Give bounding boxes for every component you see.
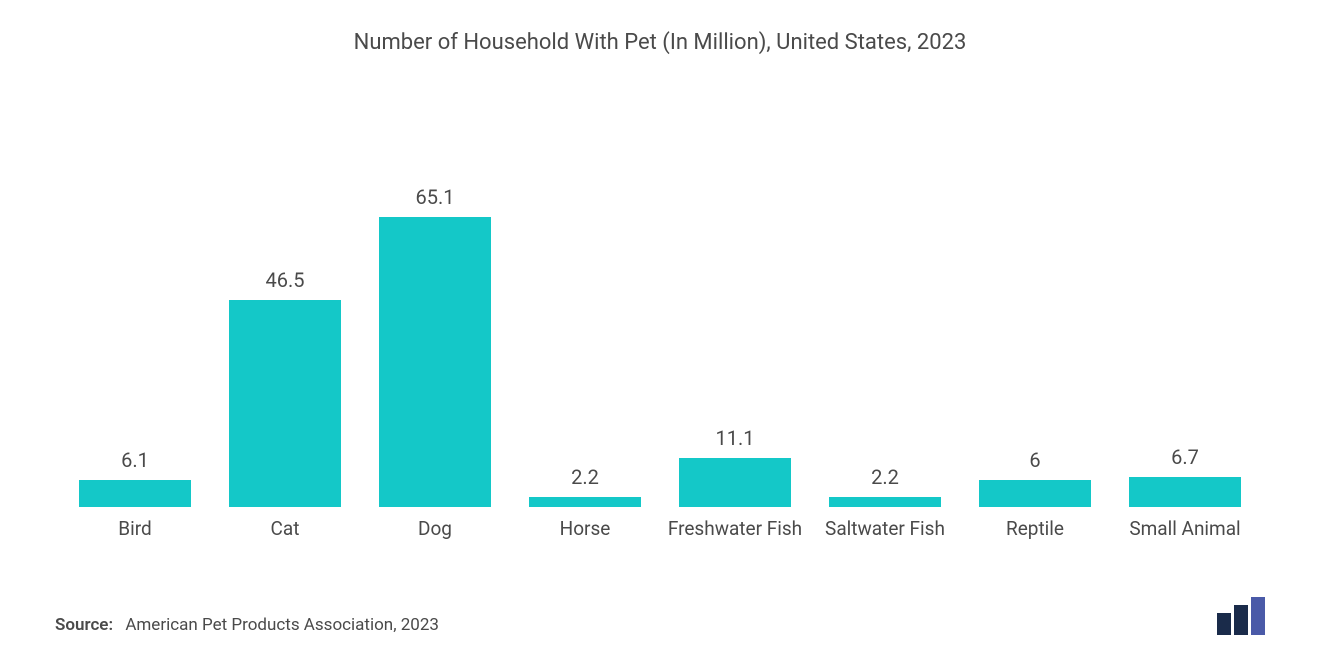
bar-value-label: 6.1 <box>121 448 149 472</box>
footer: Source: American Pet Products Associatio… <box>50 597 1270 645</box>
bar-category-label: Reptile <box>965 517 1105 542</box>
bar-category-label: Small Animal <box>1115 517 1255 542</box>
bar-category-label: Horse <box>515 517 655 542</box>
bar-value-label: 46.5 <box>266 268 305 292</box>
bar <box>829 497 941 507</box>
bar-group: 6Reptile <box>960 105 1110 507</box>
bar-value-label: 65.1 <box>416 185 455 209</box>
chart-container: Number of Household With Pet (In Million… <box>0 0 1320 665</box>
bar-value-label: 2.2 <box>571 465 599 489</box>
bar <box>679 458 791 507</box>
source-text: American Pet Products Association, 2023 <box>125 615 439 635</box>
bar-group: 2.2Saltwater Fish <box>810 105 960 507</box>
brand-logo <box>1217 597 1265 635</box>
chart-title: Number of Household With Pet (In Million… <box>50 30 1270 55</box>
bar <box>79 480 191 507</box>
bar-group: 6.1Bird <box>60 105 210 507</box>
bar-value-label: 6.7 <box>1171 445 1199 469</box>
bar <box>529 497 641 507</box>
bar-category-label: Freshwater Fish <box>665 517 805 542</box>
bar <box>229 300 341 507</box>
bar-category-label: Bird <box>65 517 205 542</box>
bar-category-label: Cat <box>215 517 355 542</box>
logo-bar-icon <box>1234 605 1248 635</box>
bar-category-label: Saltwater Fish <box>815 517 955 542</box>
bar-value-label: 6 <box>1029 448 1040 472</box>
bar-category-label: Dog <box>365 517 505 542</box>
logo-bar-icon <box>1251 597 1265 635</box>
bar <box>979 480 1091 507</box>
bar-value-label: 11.1 <box>716 426 755 450</box>
bar-value-label: 2.2 <box>871 465 899 489</box>
bar-group: 11.1Freshwater Fish <box>660 105 810 507</box>
bar-group: 6.7Small Animal <box>1110 105 1260 507</box>
bar-group: 2.2Horse <box>510 105 660 507</box>
bar-group: 46.5Cat <box>210 105 360 507</box>
bar <box>379 217 491 507</box>
source-line: Source: American Pet Products Associatio… <box>55 615 439 635</box>
bar <box>1129 477 1241 507</box>
plot-area: 6.1Bird46.5Cat65.1Dog2.2Horse11.1Freshwa… <box>50 105 1270 507</box>
logo-bar-icon <box>1217 613 1231 635</box>
bar-group: 65.1Dog <box>360 105 510 507</box>
source-label: Source: <box>55 615 113 635</box>
